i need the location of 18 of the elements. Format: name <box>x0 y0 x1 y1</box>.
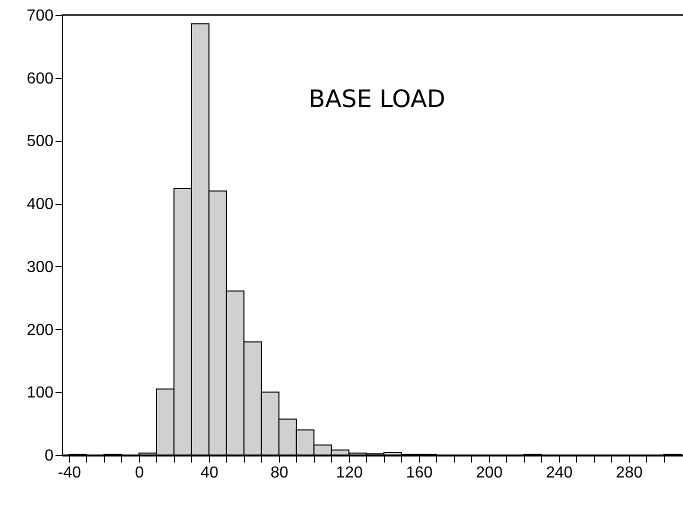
x-tick-label: 280 <box>616 464 643 482</box>
x-tick-label: 200 <box>476 464 503 482</box>
y-tick-label: 500 <box>26 133 54 150</box>
x-tick-label: 240 <box>546 464 573 482</box>
y-tick-label: 600 <box>26 70 54 88</box>
x-tick-label: 0 <box>135 464 144 482</box>
annotation: BASE LOAD <box>308 85 446 113</box>
y-tick-label: 0 <box>44 448 54 464</box>
x-tick-label: -40 <box>58 464 82 482</box>
x-tick-label: 160 <box>406 464 433 482</box>
x-tick-label: 120 <box>336 464 363 482</box>
x-tick-label: 80 <box>270 464 288 482</box>
x-tick-label: 40 <box>200 464 218 482</box>
y-tick-label: 400 <box>26 196 54 214</box>
y-tick-label: 100 <box>26 384 54 402</box>
y-tick-label: 700 <box>26 8 54 24</box>
y-tick-label: 300 <box>26 258 54 276</box>
y-tick-label: 200 <box>26 322 54 339</box>
